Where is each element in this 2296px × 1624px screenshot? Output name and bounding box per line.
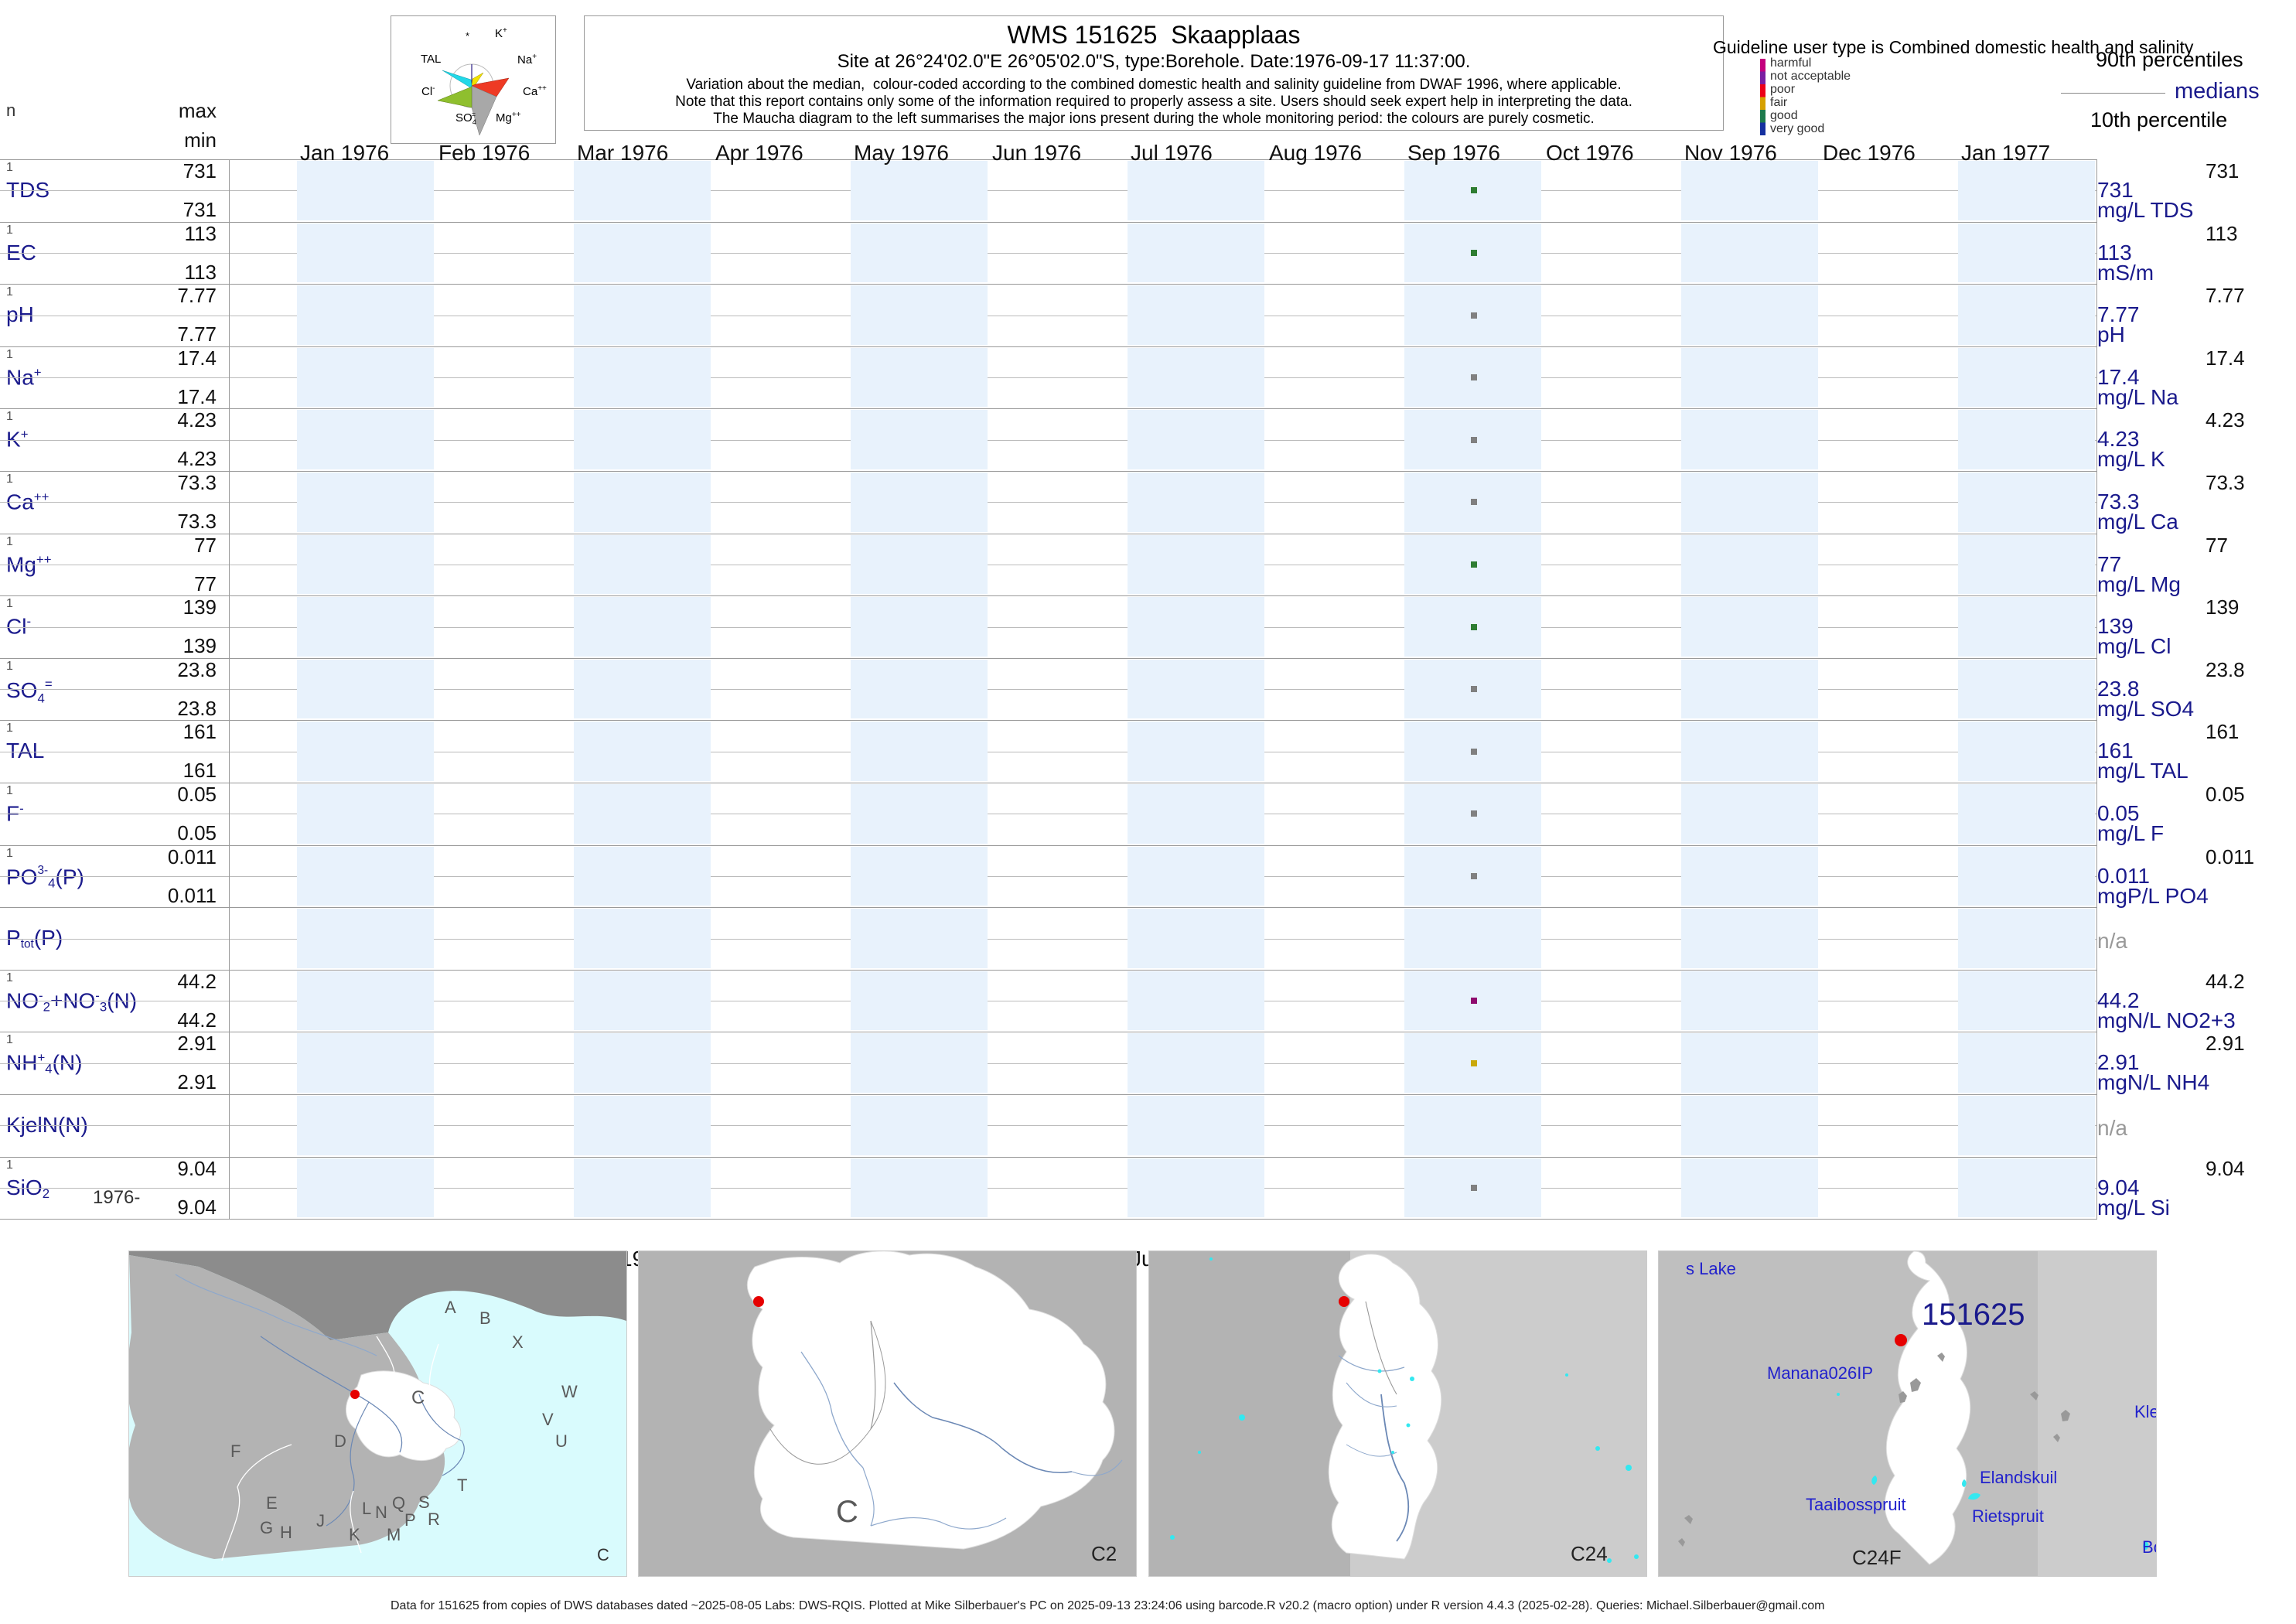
svg-text:K: K	[349, 1525, 360, 1544]
svg-text:E: E	[266, 1493, 278, 1513]
svg-text:C: C	[597, 1545, 609, 1564]
svg-text:Bos: Bos	[2142, 1537, 2156, 1557]
svg-text:J: J	[316, 1511, 325, 1530]
svg-text:s Lake: s Lake	[1686, 1259, 1736, 1278]
svg-text:D: D	[334, 1431, 346, 1451]
svg-text:M: M	[387, 1525, 401, 1544]
svg-text:C: C	[836, 1495, 858, 1529]
svg-text:X: X	[512, 1332, 524, 1352]
svg-text:Kle: Kle	[2134, 1402, 2156, 1421]
svg-text:B: B	[479, 1308, 491, 1328]
svg-text:F: F	[230, 1441, 241, 1461]
svg-text:U: U	[555, 1431, 568, 1451]
svg-text:A: A	[445, 1298, 456, 1317]
svg-text:C: C	[411, 1387, 425, 1408]
svg-text:Taaibosspruit: Taaibosspruit	[1806, 1495, 1906, 1514]
svg-text:L: L	[362, 1499, 371, 1518]
svg-text:151625: 151625	[1922, 1298, 2025, 1332]
svg-text:H: H	[280, 1523, 292, 1542]
svg-text:N: N	[375, 1503, 387, 1522]
svg-text:G: G	[260, 1518, 273, 1537]
svg-text:C24F: C24F	[1852, 1546, 1902, 1569]
svg-text:W: W	[561, 1382, 578, 1401]
svg-text:S: S	[418, 1493, 430, 1512]
svg-text:Rietspruit: Rietspruit	[1972, 1506, 2044, 1526]
svg-text:C2: C2	[1091, 1542, 1117, 1565]
svg-text:P: P	[404, 1510, 416, 1530]
svg-text:Q: Q	[392, 1493, 405, 1513]
svg-text:T: T	[457, 1476, 467, 1495]
svg-text:C24: C24	[1571, 1542, 1608, 1565]
svg-text:R: R	[428, 1510, 440, 1529]
svg-text:Elandskuil: Elandskuil	[1980, 1468, 2057, 1487]
svg-text:V: V	[542, 1410, 554, 1429]
svg-text:Manana026IP: Manana026IP	[1767, 1363, 1873, 1383]
